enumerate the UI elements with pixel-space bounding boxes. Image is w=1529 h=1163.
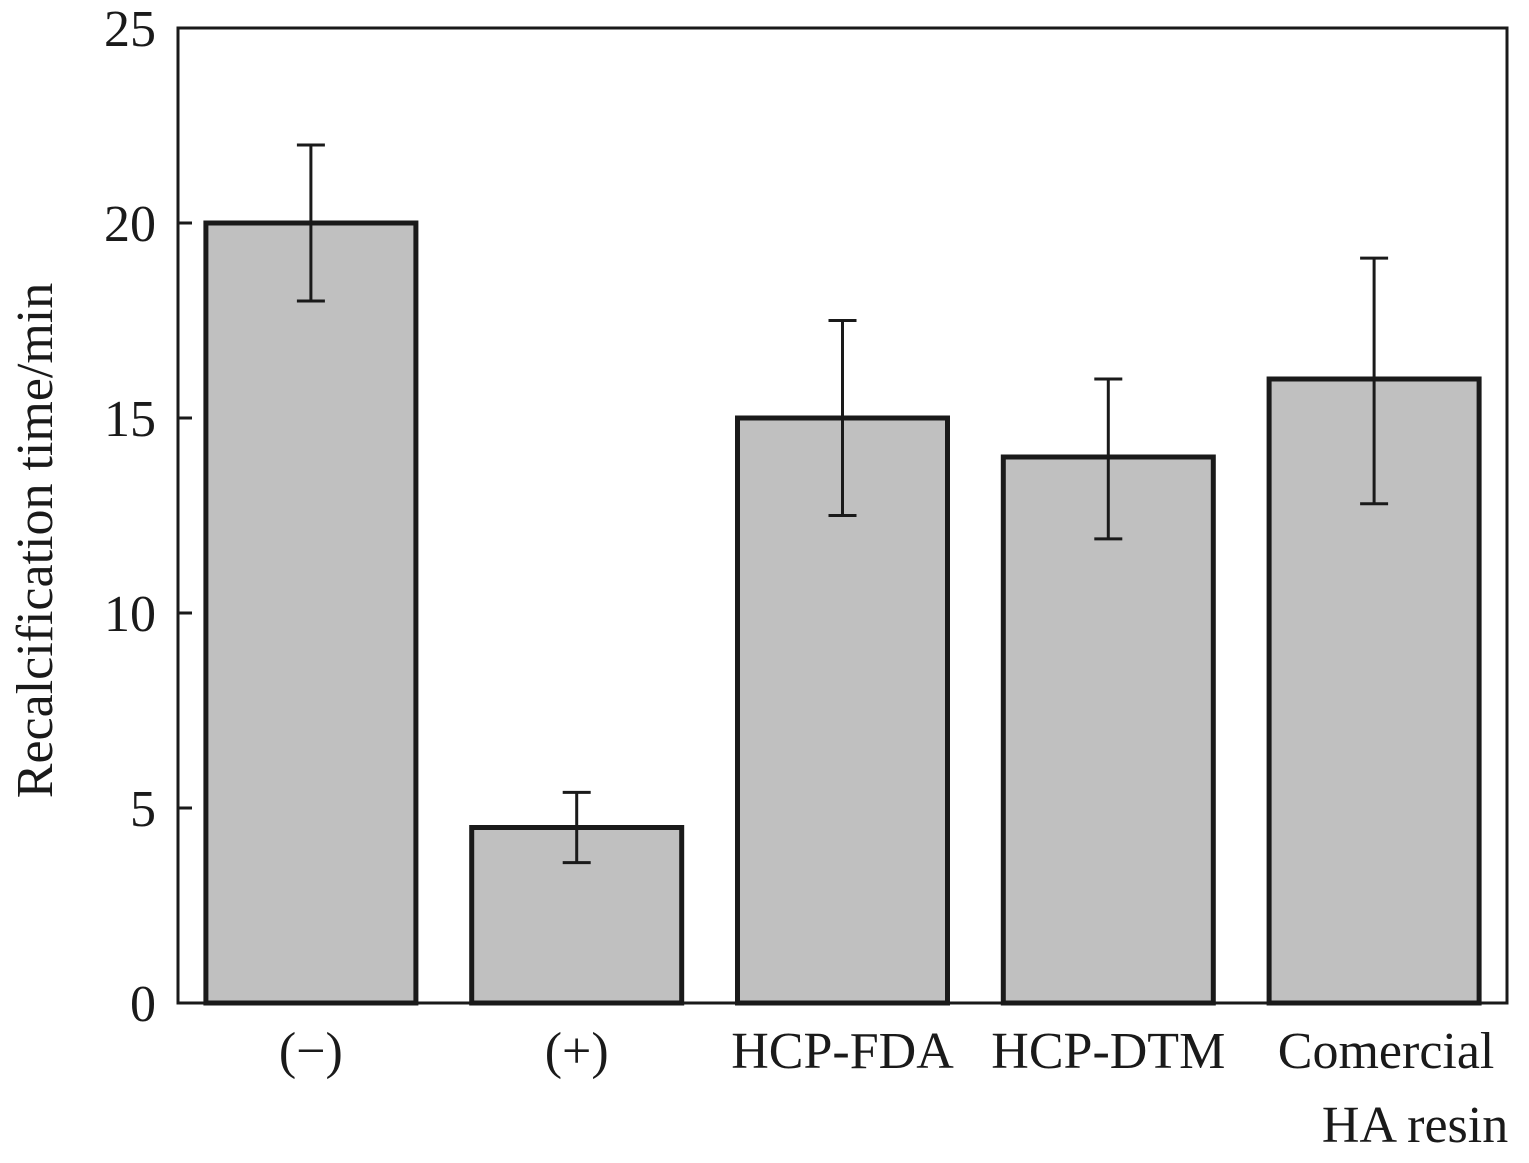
x-tick-label-line: (+) [545,1023,609,1080]
error-bar [1094,377,1123,541]
y-tick-label: 0 [130,976,156,1033]
error-bar [1360,256,1389,506]
x-axis: (−) (+) HCP-FDA HCP-DTM Comercial HA resin [279,1023,1508,1154]
bar [203,220,419,1006]
y-axis: 0 5 10 15 20 25 [104,1,192,1033]
x-tick-label: HCP-FDA [731,1023,954,1080]
x-tick-label: HCP-DTM [991,1023,1225,1080]
x-tick-label: Comercial HA resin [1278,1023,1508,1154]
x-tick-label: (−) [279,1023,343,1080]
error-bar [296,143,325,303]
y-tick-label: 5 [130,781,156,838]
x-tick-label-line: (−) [279,1023,343,1080]
bar [1000,454,1216,1006]
plot-frame [176,26,1509,1005]
error-bar [828,319,857,517]
y-tick-label: 20 [104,196,156,253]
y-tick-label: 15 [104,391,156,448]
x-tick-label-line: Comercial [1278,1023,1495,1080]
error-bar [562,790,591,865]
x-tick-label: (+) [545,1023,609,1080]
y-tick-label: 25 [104,1,156,58]
y-axis-label: Recalcification time/min [7,283,64,798]
x-tick-label-line: HCP-FDA [731,1023,954,1080]
y-tick-label: 10 [104,586,156,643]
x-tick-label-line: HA resin [1322,1097,1508,1154]
error-bars-layer [296,143,1389,865]
x-tick-label-line: HCP-DTM [991,1023,1225,1080]
